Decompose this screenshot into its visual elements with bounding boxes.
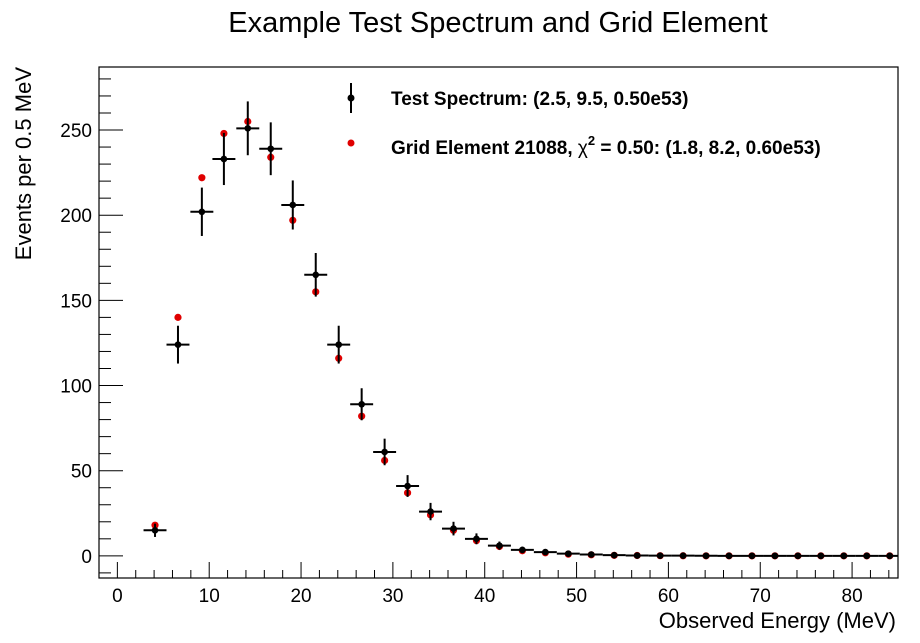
test-spectrum-point	[510, 546, 534, 554]
test-spectrum-point	[855, 552, 879, 560]
test-spectrum-point	[259, 122, 283, 176]
test-spectrum-point	[281, 180, 305, 230]
y-tick-label: 100	[60, 377, 92, 398]
x-tick-label: 80	[842, 586, 863, 607]
test-spectrum-point	[143, 523, 167, 537]
legend-label-test: Test Spectrum: (2.5, 9.5, 0.50e53)	[391, 89, 688, 110]
test-spectrum-point	[878, 552, 898, 560]
test-spectrum-point	[419, 502, 443, 521]
test-spectrum-point	[442, 521, 465, 536]
y-tick-label: 50	[71, 462, 92, 483]
test-spectrum-point	[556, 550, 580, 557]
legend-label-grid: Grid Element 21088, χ2 = 0.50: (1.8, 8.2…	[391, 133, 821, 159]
grid-element-series	[151, 117, 894, 560]
y-tick-label: 150	[60, 291, 92, 312]
test-spectrum-point	[579, 551, 603, 558]
test-spectrum-point	[832, 552, 856, 560]
x-tick-label: 30	[382, 586, 403, 607]
test-spectrum-point	[809, 552, 833, 560]
legend-marker-test	[347, 83, 355, 113]
legend: Test Spectrum: (2.5, 9.5, 0.50e53) Grid …	[347, 83, 821, 159]
y-tick-label: 0	[81, 547, 92, 568]
test-spectrum-point	[763, 552, 787, 560]
x-axis-ticks: 0 10 20 30 40 50 60 70 80	[112, 562, 890, 607]
test-spectrum-point	[190, 187, 214, 236]
y-tick-label: 200	[60, 206, 92, 227]
chart-title: Example Test Spectrum and Grid Element	[228, 7, 767, 39]
test-spectrum-point	[648, 552, 672, 559]
x-tick-label: 60	[658, 586, 679, 607]
test-spectrum-point	[694, 552, 718, 560]
legend-marker-grid	[347, 139, 355, 147]
x-tick-label: 40	[474, 586, 495, 607]
test-spectrum-point	[396, 475, 420, 497]
test-spectrum-series	[143, 101, 898, 560]
test-spectrum-point	[740, 552, 764, 560]
grid-element-point	[174, 313, 182, 321]
test-spectrum-point	[717, 552, 741, 560]
grid-element-point	[198, 174, 206, 182]
x-tick-label: 50	[566, 586, 587, 607]
test-spectrum-point	[786, 552, 810, 560]
test-spectrum-point	[533, 548, 557, 556]
test-spectrum-point	[327, 325, 351, 364]
x-tick-label: 20	[290, 586, 311, 607]
plot-frame	[98, 66, 899, 579]
test-spectrum-point	[166, 325, 190, 364]
test-spectrum-point	[487, 541, 511, 550]
x-tick-label: 0	[112, 586, 123, 607]
x-axis-label: Observed Energy (MeV)	[659, 608, 896, 633]
test-spectrum-point	[373, 438, 397, 466]
x-tick-label: 70	[750, 586, 771, 607]
test-spectrum-point	[671, 552, 695, 559]
x-tick-label: 10	[199, 586, 220, 607]
y-axis-ticks: 0 50 100 150 200 250	[60, 78, 123, 574]
test-spectrum-point	[212, 132, 236, 186]
test-spectrum-point	[304, 253, 328, 297]
test-spectrum-point	[464, 533, 488, 545]
test-spectrum-point	[625, 552, 649, 559]
y-axis-label: Events per 0.5 MeV	[11, 67, 36, 261]
test-spectrum-point	[602, 551, 626, 559]
test-spectrum-point	[236, 101, 260, 156]
test-spectrum-point	[350, 388, 374, 421]
y-tick-label: 250	[60, 121, 92, 142]
